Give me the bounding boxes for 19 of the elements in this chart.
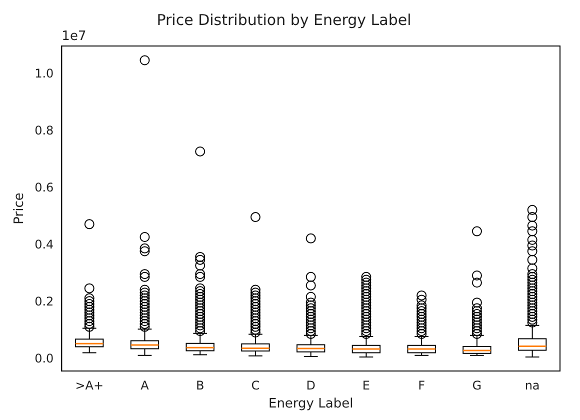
x-axis-title: Energy Label xyxy=(268,396,354,412)
y-tick-label: 0.8 xyxy=(34,124,54,138)
x-tick-label: G xyxy=(472,378,482,392)
text: 1e7 xyxy=(62,28,86,44)
x-tick-label: C xyxy=(251,378,260,392)
y-tick-label: 0.0 xyxy=(34,352,54,366)
chart-title: Price Distribution by Energy Label xyxy=(156,10,412,29)
y-axis-title: Price xyxy=(12,192,28,224)
x-tick-label: E xyxy=(362,378,370,392)
x-tick-label: D xyxy=(306,378,316,392)
y-tick-label: 1.0 xyxy=(34,66,54,81)
y-tick-label: 0.6 xyxy=(34,180,54,195)
x-tick-label: >A+ xyxy=(75,378,104,392)
x-tick-label: na xyxy=(524,378,540,392)
x-tick-label: F xyxy=(418,378,426,392)
y-tick-label: 0.4 xyxy=(34,238,54,252)
y-tick-label: 0.2 xyxy=(34,294,54,309)
x-tick-label: A xyxy=(140,378,150,392)
x-tick-label: B xyxy=(196,378,204,392)
